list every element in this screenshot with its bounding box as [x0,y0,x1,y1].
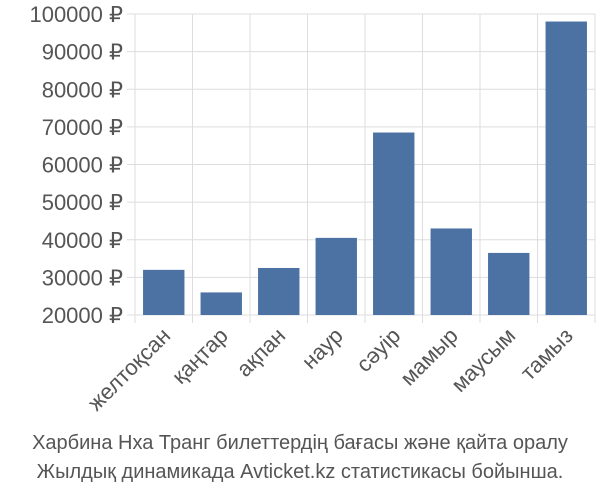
bar-тамыз [545,21,587,316]
bar-наур [315,237,357,315]
bar-қаңтар [200,292,242,315]
y-tick-label: 60000 ₽ [42,153,123,178]
caption-line-2: Жылдық динамикада Avticket.kz статистика… [36,461,564,483]
x-tick-label: ақпан [231,323,290,382]
grid-lines [134,13,596,323]
bar-chart: 20000 ₽ 30000 ₽ 40000 ₽ 50000 ₽ 60000 ₽ 70000… [29,2,596,416]
x-tick-label: маусым [446,323,520,397]
y-tick-label: 20000 ₽ [42,303,123,328]
y-tick-label: 90000 ₽ [42,40,123,65]
bar-желтоқсан [143,269,185,315]
x-tick-label: тамыз [515,323,577,385]
y-tick-label: 80000 ₽ [42,77,123,102]
y-tick-label: 70000 ₽ [42,115,123,140]
axes [127,13,135,316]
y-tick-label: 40000 ₽ [42,228,123,253]
bar-сәуір [373,132,415,315]
bar-мамыр [430,228,472,315]
y-tick-labels: 20000 ₽ 30000 ₽ 40000 ₽ 50000 ₽ 60000 ₽ 70000… [29,2,123,328]
y-tick-label: 30000 ₽ [42,265,123,290]
bar-ақпан [258,267,300,315]
bar-маусым [488,252,530,315]
y-tick-label: 50000 ₽ [42,190,123,215]
x-tick-label: сәуір [351,323,405,377]
x-tick-label: наур [297,323,348,374]
caption-line-1: Харбина Нха Транг билеттердің бағасы жән… [32,432,568,454]
y-tick-label: 100000 ₽ [29,2,123,27]
bars [143,21,587,316]
x-tick-label: қаңтар [167,323,233,389]
x-tick-label: желтоқсан [83,323,176,416]
